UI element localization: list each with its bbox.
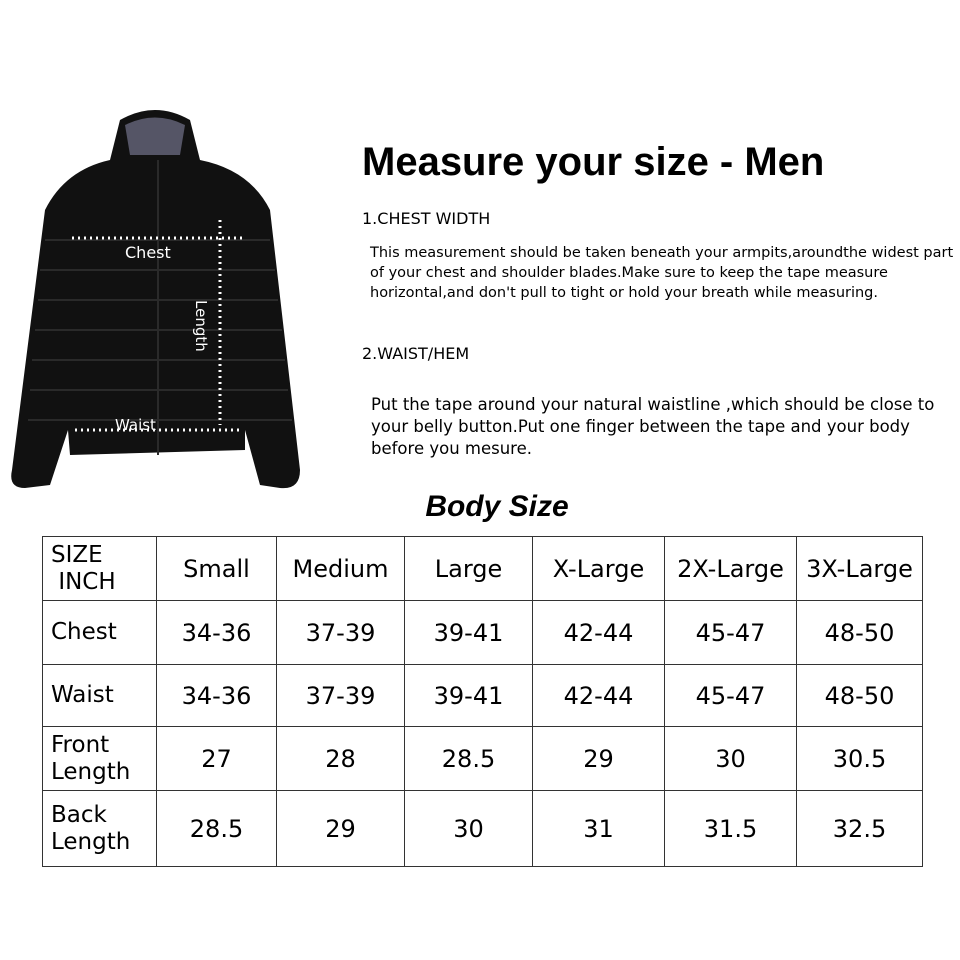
cell: 29	[276, 790, 405, 867]
column-header: Small	[156, 536, 277, 601]
waist-label: Waist	[115, 416, 156, 434]
chest-width-text: This measurement should be taken beneath…	[370, 245, 954, 301]
cell: 45-47	[664, 600, 797, 665]
waist-text: Put the tape around your natural waistli…	[371, 395, 935, 458]
size-table: SIZE INCH Small Medium Large X-Large 2X-…	[42, 536, 923, 867]
length-label: Length	[192, 300, 210, 352]
chest-width-heading: 1.CHEST WIDTH	[362, 209, 491, 228]
cell: 34-36	[156, 600, 277, 665]
row-header: Front Length	[42, 726, 157, 791]
table-row: Back Length 28.5 29 30 31 31.5 32.5	[42, 790, 923, 867]
cell: 48-50	[796, 664, 923, 727]
cell: 34-36	[156, 664, 277, 727]
cell: 28.5	[156, 790, 277, 867]
cell: 27	[156, 726, 277, 791]
corner-cell: SIZE INCH	[42, 536, 157, 601]
row-header: Waist	[42, 664, 157, 727]
cell: 30.5	[796, 726, 923, 791]
table-row: Chest 34-36 37-39 39-41 42-44 45-47 48-5…	[42, 600, 923, 665]
cell: 48-50	[796, 600, 923, 665]
cell: 30	[404, 790, 533, 867]
row-header: Back Length	[42, 790, 157, 867]
page-title: Measure your size - Men	[362, 140, 825, 184]
cell: 32.5	[796, 790, 923, 867]
cell: 37-39	[276, 664, 405, 727]
waist-heading: 2.WAIST/HEM	[362, 344, 470, 363]
cell: 31.5	[664, 790, 797, 867]
row-header: Chest	[42, 600, 157, 665]
cell: 29	[532, 726, 665, 791]
jacket-image: Chest Length Waist	[11, 110, 300, 489]
cell: 42-44	[532, 600, 665, 665]
cell: 30	[664, 726, 797, 791]
chest-label: Chest	[125, 243, 171, 262]
column-header: Large	[404, 536, 533, 601]
table-row: Waist 34-36 37-39 39-41 42-44 45-47 48-5…	[42, 664, 923, 727]
cell: 31	[532, 790, 665, 867]
cell: 37-39	[276, 600, 405, 665]
cell: 39-41	[404, 600, 533, 665]
cell: 45-47	[664, 664, 797, 727]
table-row: Front Length 27 28 28.5 29 30 30.5	[42, 726, 923, 791]
table-title: Body Size	[425, 490, 569, 523]
column-header: 2X-Large	[664, 536, 797, 601]
column-header: Medium	[276, 536, 405, 601]
column-header: 3X-Large	[796, 536, 923, 601]
cell: 28.5	[404, 726, 533, 791]
table-header-row: SIZE INCH Small Medium Large X-Large 2X-…	[42, 536, 923, 601]
cell: 39-41	[404, 664, 533, 727]
cell: 42-44	[532, 664, 665, 727]
cell: 28	[276, 726, 405, 791]
column-header: X-Large	[532, 536, 665, 601]
